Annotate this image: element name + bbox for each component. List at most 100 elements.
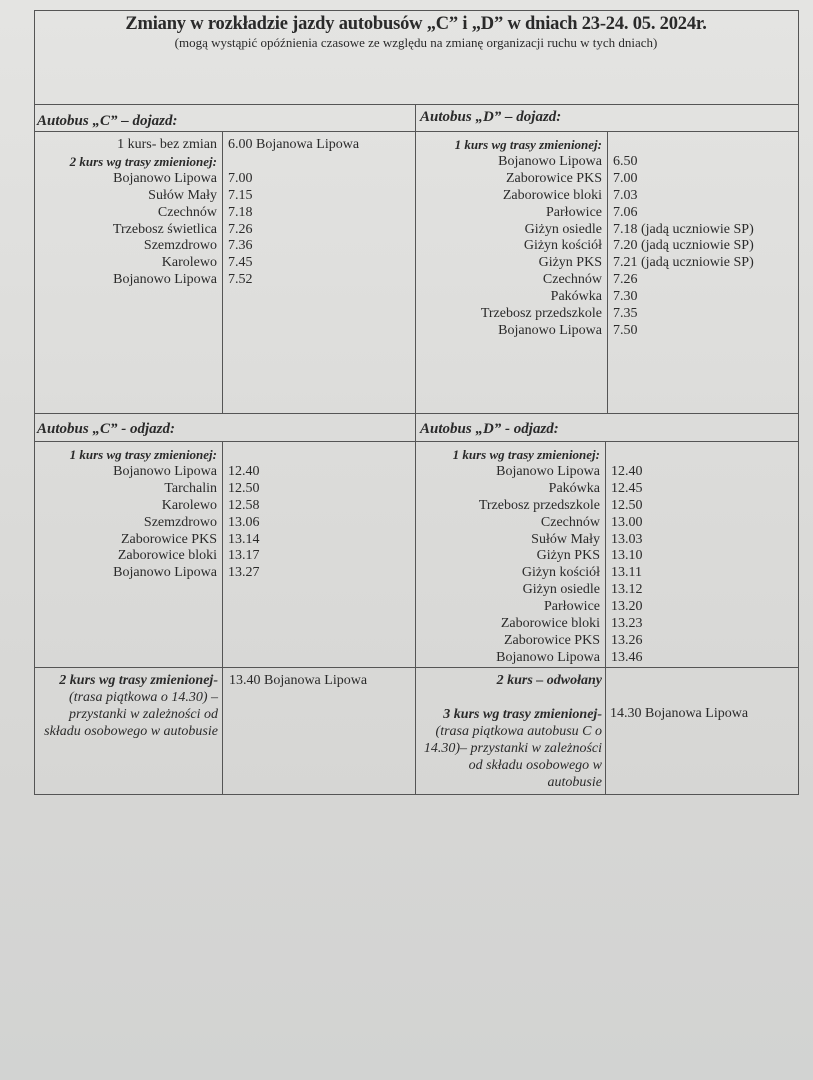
column-divider-d-1 bbox=[607, 132, 608, 413]
schedule-row: Trzebosz przedszkole 7.35 bbox=[415, 306, 754, 323]
departure-time: 7.36 bbox=[228, 238, 253, 254]
stop-name: Czechnów bbox=[157, 204, 217, 220]
stop-name: Giżyn kościół bbox=[521, 565, 600, 581]
schedule-row: Bojanowo Lipowa 13.27 bbox=[34, 565, 260, 582]
schedule-row: 1 kurs wg trasy zmienionej: bbox=[34, 447, 260, 464]
stop-name: Zaborowice PKS bbox=[120, 531, 217, 547]
departure-time: 13.20 bbox=[611, 599, 643, 615]
schedule-row: Giżyn osiedle 7.18 (jadą uczniowie SP) bbox=[415, 222, 754, 239]
stop-name: Bojanowo Lipowa bbox=[113, 463, 217, 479]
column-divider-middle bbox=[415, 104, 416, 795]
schedule-row: Bojanowo Lipowa 7.52 bbox=[34, 272, 359, 289]
departure-time: 6.00 Bojanowa Lipowa bbox=[228, 137, 360, 152]
stop-name: Czechnów bbox=[542, 272, 602, 288]
departure-time: 7.03 bbox=[613, 187, 638, 203]
departure-time: 7.52 bbox=[228, 272, 253, 288]
departure-time: 12.40 bbox=[611, 463, 643, 479]
schedule-row: Pakówka 12.45 bbox=[415, 481, 643, 498]
departure-time: 13.27 bbox=[228, 565, 260, 581]
stop-name: Giżyn kościół bbox=[523, 238, 602, 254]
departure-time: 7.26 bbox=[228, 221, 253, 237]
row-divider-3 bbox=[34, 667, 799, 668]
header-d-odjazd: Autobus „D” - odjazd: bbox=[420, 421, 559, 437]
stop-name: Trzebosz świetlica bbox=[112, 221, 217, 237]
departure-time: 7.18 bbox=[228, 204, 253, 220]
departure-time: 7.30 bbox=[613, 289, 638, 305]
c-kurs2-text: (trasa piątkowa o 14.30) – przystanki w … bbox=[44, 689, 218, 739]
stop-name: Czechnów bbox=[540, 514, 600, 530]
departure-time bbox=[222, 154, 228, 171]
stop-name: Bojanowo Lipowa bbox=[113, 272, 217, 288]
stop-name: Karolewo bbox=[161, 497, 217, 513]
stop-name: Parłowice bbox=[546, 204, 602, 220]
departure-time: 7.06 bbox=[613, 204, 638, 220]
schedule-row: Zaborowice bloki 7.03 bbox=[415, 188, 754, 205]
departure-time: 12.58 bbox=[228, 497, 260, 513]
header-c-dojazd: Autobus „C” – dojazd: bbox=[37, 113, 178, 129]
schedule-row: Czechnów 13.00 bbox=[415, 515, 643, 532]
stop-name: Tarchalin bbox=[164, 480, 217, 496]
stop-name: Zaborowice bloki bbox=[500, 616, 600, 632]
departure-time: 7.26 bbox=[613, 272, 638, 288]
schedule-row: Zaborowice bloki 13.17 bbox=[34, 548, 260, 565]
stop-name: Giżyn osiedle bbox=[522, 582, 600, 598]
schedule-row: Zaborowice PKS 13.14 bbox=[34, 532, 260, 549]
departure-time: 12.45 bbox=[611, 480, 643, 496]
stop-name: Zaborowice bloki bbox=[502, 187, 602, 203]
schedule-row: Bojanowo Lipowa 12.40 bbox=[34, 463, 259, 481]
schedule-row: Bojanowo Lipowa 7.00 bbox=[34, 171, 359, 188]
d-kurs2-cancelled: 2 kurs – odwołany bbox=[496, 673, 602, 688]
stop-name: Bojanowo Lipowa bbox=[496, 463, 600, 479]
departure-time: 13.11 bbox=[611, 565, 642, 581]
departure-time: 7.00 bbox=[228, 170, 253, 186]
schedule-row: Szemzdrowo 7.36 bbox=[34, 238, 359, 255]
page-subtitle: (mogą wystąpić opóźnienia czasowe ze wzg… bbox=[174, 35, 658, 50]
d-kurs-notes: 2 kurs – odwołany 3 kurs wg trasy zmieni… bbox=[422, 673, 602, 791]
departure-time: 13.03 bbox=[611, 531, 643, 547]
stop-name: Sułów Mały bbox=[148, 187, 217, 203]
stop-name: Pakówka bbox=[548, 480, 600, 496]
stop-name: Bojanowo Lipowa bbox=[498, 322, 602, 338]
stop-name: 1 kurs- bez zmian bbox=[117, 137, 217, 152]
departure-time: 7.45 bbox=[228, 255, 253, 271]
departure-time bbox=[605, 447, 611, 464]
schedule-row: Trzebosz świetlica 7.26 bbox=[34, 222, 359, 239]
departure-time bbox=[222, 447, 228, 464]
schedule-row: Giżyn osiedle 13.12 bbox=[415, 582, 643, 599]
column-divider-c-2 bbox=[222, 442, 223, 795]
c-dojazd-list: 1 kurs- bez zmian 6.00 Bojanowa Lipowa 2 k… bbox=[34, 137, 359, 289]
stop-name: Zaborowice bloki bbox=[117, 548, 217, 564]
schedule-row: Szemzdrowo 13.06 bbox=[34, 515, 260, 532]
departure-time: 7.21 (jadą uczniowie SP) bbox=[613, 255, 754, 271]
course-heading: 1 kurs wg trasy zmienionej: bbox=[454, 137, 602, 152]
schedule-row: Tarchalin 12.50 bbox=[34, 480, 260, 498]
schedule-row: Sułów Mały 7.15 bbox=[34, 188, 359, 205]
schedule-row: Pakówka 7.30 bbox=[415, 289, 754, 306]
departure-time: 12.50 bbox=[228, 480, 260, 496]
departure-time: 7.50 bbox=[613, 322, 638, 338]
stop-name: Giżyn PKS bbox=[536, 548, 600, 564]
departure-time: 7.35 bbox=[613, 306, 638, 322]
departure-time: 7.00 bbox=[613, 170, 638, 186]
stop-name: Szemzdrowo bbox=[143, 238, 217, 254]
stop-name: Giżyn osiedle bbox=[524, 221, 602, 237]
departure-time: 6.50 bbox=[613, 153, 638, 169]
stop-name: Zaborowice PKS bbox=[505, 170, 602, 186]
schedule-row: Trzebosz przedszkole 12.50 bbox=[415, 498, 643, 515]
stop-name: Bojanowo Lipowa bbox=[113, 170, 217, 186]
d-dojazd-list: 1 kurs wg trasy zmienionej: Bojanowo Lipo… bbox=[415, 137, 754, 340]
schedule-row: Zaborowice PKS 13.26 bbox=[415, 633, 643, 650]
stop-name: Szemzdrowo bbox=[143, 514, 217, 530]
schedule-row: Giżyn PKS 7.21 (jadą uczniowie SP) bbox=[415, 255, 754, 272]
schedule-row: Sułów Mały 13.03 bbox=[415, 531, 643, 549]
schedule-row: 2 kurs wg trasy zmienionej: bbox=[34, 154, 359, 171]
schedule-row: Giżyn kościół 13.11 bbox=[415, 565, 643, 582]
departure-time: 7.18 (jadą uczniowie SP) bbox=[613, 221, 754, 237]
departure-time: 12.50 bbox=[611, 497, 643, 513]
schedule-row: Zaborowice PKS 7.00 bbox=[415, 171, 754, 188]
d-odjazd-list: 1 kurs wg trasy zmienionej: Bojanowo Lipo… bbox=[415, 447, 643, 667]
d-kurs3-heading: 3 kurs wg trasy zmienionej- bbox=[443, 706, 602, 722]
departure-time: 13.46 bbox=[611, 649, 643, 665]
schedule-row: Giżyn PKS 13.10 bbox=[415, 548, 643, 565]
departure-time: 7.20 (jadą uczniowie SP) bbox=[613, 238, 754, 254]
